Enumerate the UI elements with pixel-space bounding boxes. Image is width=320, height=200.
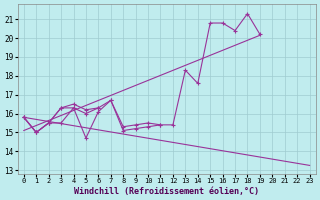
X-axis label: Windchill (Refroidissement éolien,°C): Windchill (Refroidissement éolien,°C) xyxy=(74,187,259,196)
